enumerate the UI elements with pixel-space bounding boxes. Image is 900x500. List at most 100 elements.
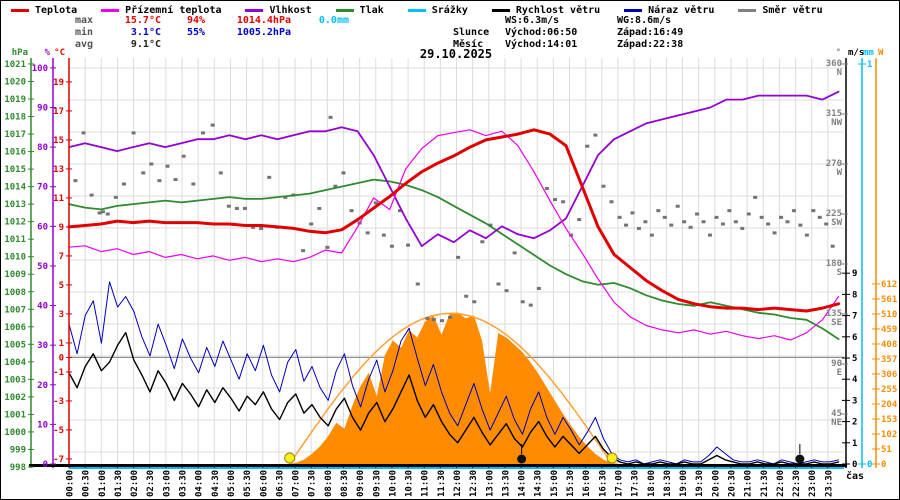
svg-text:408: 408 [881,340,897,350]
moonset-time: Západ:22:38 [617,39,684,50]
stat-max-label: max [75,15,94,26]
svg-text:90: 90 [37,104,48,114]
svg-text:1015: 1015 [4,165,26,175]
legend-item-prizemni-teplota: Přízemní teplota [101,5,221,16]
stat-max-pressure: 1014.4hPa [236,15,291,26]
svg-text:51: 51 [881,445,892,455]
svg-text:čas: čas [846,470,864,482]
svg-text:1012: 1012 [4,218,26,228]
wind-direction-swatch [738,9,757,12]
svg-text:50: 50 [37,262,48,272]
svg-text:06:00: 06:00 [259,470,269,497]
svg-text:1005: 1005 [4,340,26,350]
svg-text:16:30: 16:30 [598,470,608,497]
svg-text:999: 999 [10,445,26,455]
daily-stats-block: max 15.7°C 94% 1014.4hPa 0.0mm min 3.1°C 55% 10… [75,15,349,51]
svg-text:1: 1 [852,439,857,449]
svg-text:357: 357 [881,355,897,365]
svg-text:13:30: 13:30 [501,470,511,497]
svg-text:3: 3 [852,396,857,406]
svg-text:15: 15 [53,136,64,146]
svg-text:02:00: 02:00 [130,470,140,497]
stat-min-pressure: 1005.2hPa [236,27,291,38]
svg-text:9: 9 [59,223,64,233]
svg-text:06:30: 06:30 [275,470,285,497]
temperature-line [67,128,841,313]
svg-text:153: 153 [881,415,897,425]
svg-text:6: 6 [852,333,857,343]
svg-text:70: 70 [37,183,48,193]
svg-text:W: W [837,168,843,178]
svg-text:1007: 1007 [4,305,26,315]
svg-text:SE: SE [831,318,842,328]
svg-text:20: 20 [37,381,48,391]
pressure-line [68,178,840,341]
svg-text:-7: -7 [53,455,64,465]
svg-text:m/s: m/s [848,48,864,58]
svg-text:306: 306 [881,370,897,380]
stat-avg-temperature: 9.1°C [130,39,161,50]
svg-text:18:30: 18:30 [663,470,673,497]
svg-text:45: 45 [831,409,842,419]
svg-text:5: 5 [59,281,64,291]
stat-min-label: min [75,27,94,38]
svg-text:NE: NE [831,418,842,428]
svg-text:1006: 1006 [4,323,26,333]
svg-text:2: 2 [852,418,857,428]
svg-text:21:30: 21:30 [760,470,770,497]
svg-text:612: 612 [881,280,897,290]
wind-gust-line-swatch [624,9,643,12]
svg-text:180: 180 [826,259,842,269]
sun-label: Slunce [453,27,490,38]
svg-text:360: 360 [826,59,842,69]
svg-text:225: 225 [826,209,842,219]
svg-text:1000: 1000 [4,428,26,438]
svg-text:11: 11 [53,194,64,204]
svg-text:04:30: 04:30 [211,470,221,497]
svg-text:60: 60 [37,222,48,232]
svg-text:15:30: 15:30 [566,470,576,497]
legend-label: Náraz větru [648,5,715,16]
svg-text:8: 8 [852,290,857,300]
legend-label: Rychlost větru [515,5,601,16]
svg-text:1010: 1010 [4,253,26,263]
precipitation-line-swatch [407,9,426,12]
solar-theoretical-curve [288,312,613,465]
svg-text:1: 1 [59,339,64,349]
svg-text:23:30: 23:30 [824,470,834,497]
moon-row: Měsíc Východ:14:01 Západ:22:38 [453,39,721,51]
svg-text:1019: 1019 [4,95,26,105]
svg-text:03:30: 03:30 [179,470,189,497]
svg-text:80: 80 [37,143,48,153]
svg-text:13:00: 13:00 [485,470,495,497]
svg-text:03:00: 03:00 [162,470,172,497]
ground_temperature-line [68,129,840,341]
svg-text:-1: -1 [53,368,64,378]
stats-avg-row: avg 9.1°C [75,39,349,51]
svg-text:7: 7 [852,312,857,322]
svg-text:1013: 1013 [4,200,26,210]
stat-min-temperature: 3.1°C [130,27,161,38]
svg-text:19:30: 19:30 [695,470,705,497]
stat-max-humidity: 94% [186,15,205,26]
moonrise-marker [517,454,527,464]
svg-text:1017: 1017 [4,130,26,140]
svg-text:1003: 1003 [4,375,26,385]
svg-text:23:00: 23:00 [808,470,818,497]
svg-text:S: S [837,268,842,278]
svg-text:09:30: 09:30 [372,470,382,497]
svg-text:17: 17 [53,107,64,117]
svg-text:0: 0 [43,460,48,470]
chart-date-title: 29.10.2025 [419,47,493,61]
wind-speed-max: WS:6.3m/s [505,15,560,26]
svg-text:4: 4 [852,375,858,385]
svg-text:-5: -5 [53,426,64,436]
svg-text:N: N [837,68,842,78]
svg-text:09:00: 09:00 [356,470,366,497]
svg-text:12:00: 12:00 [453,470,463,497]
svg-text:NW: NW [831,118,842,128]
svg-text:40: 40 [37,302,48,312]
ground-temperature-line-swatch [101,9,120,12]
svg-text:1018: 1018 [4,113,26,123]
